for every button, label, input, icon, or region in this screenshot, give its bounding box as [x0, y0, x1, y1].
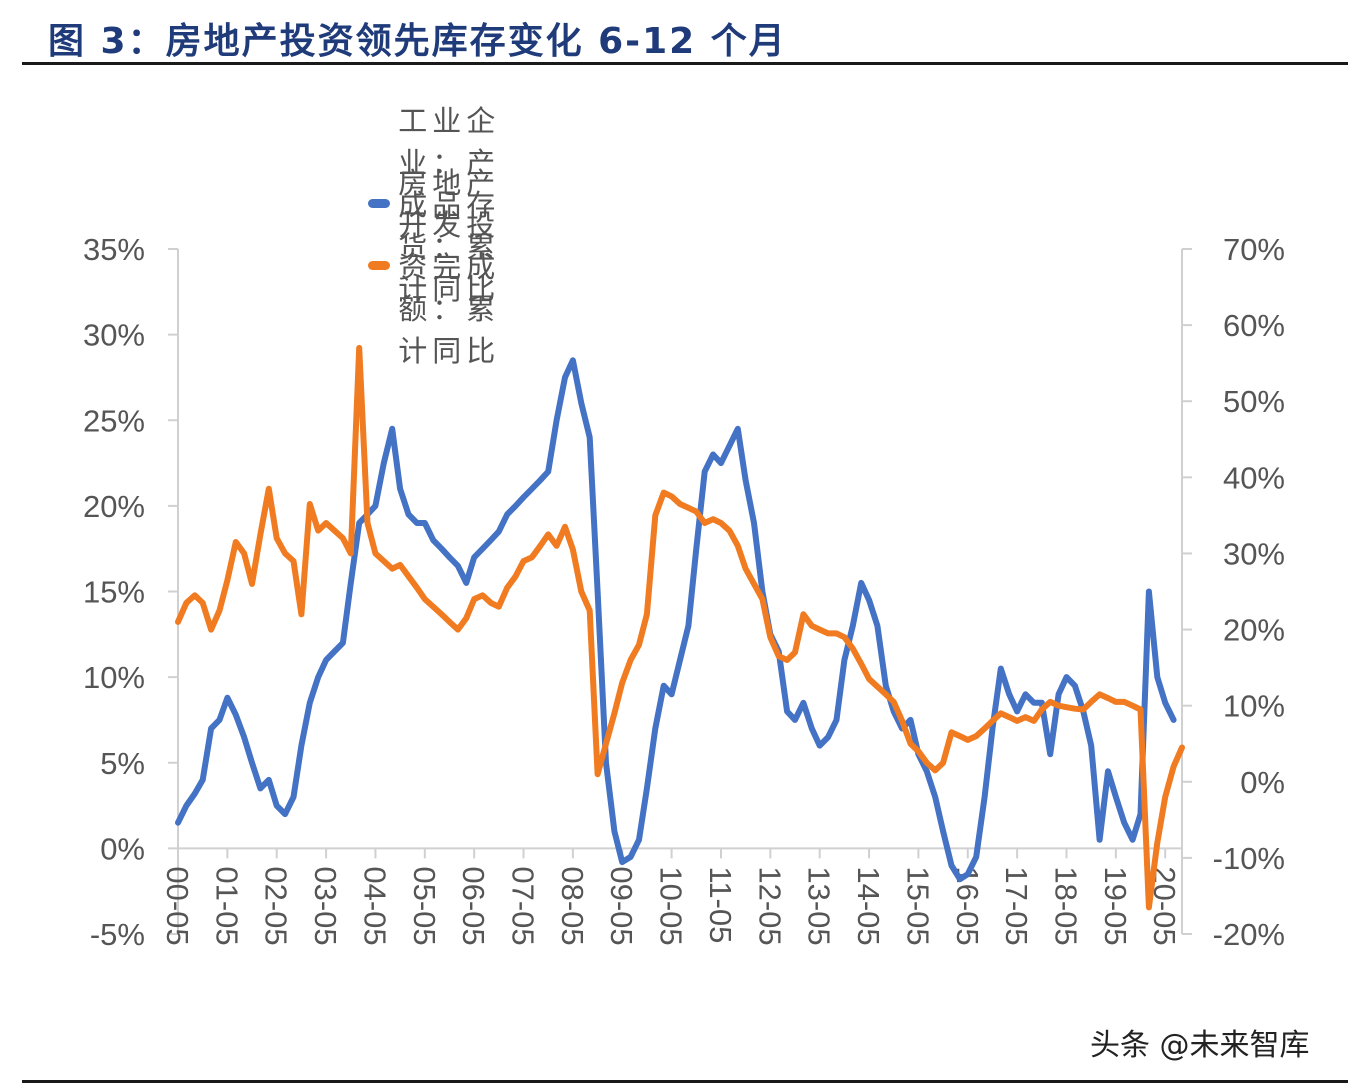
left-axis-tick-label: 10% [83, 660, 145, 695]
right-axis-tick-label: -10% [1213, 841, 1285, 876]
legend-label-inventory: 工业企业：产成品存货：累计同比 [398, 104, 501, 306]
x-axis-tick-label: 01-05 [209, 866, 244, 945]
x-axis-tick-label: 10-05 [654, 866, 689, 945]
x-axis-tick-label: 03-05 [308, 866, 343, 945]
x-axis-tick-label: 19-05 [1098, 866, 1133, 945]
right-axis-tick-label: 0% [1240, 765, 1285, 800]
left-axis-tick-label: 20% [83, 489, 145, 524]
series-line-inventory [175, 357, 1177, 883]
right-axis-tick-label: 30% [1223, 536, 1285, 571]
x-axis-tick-label: 12-05 [752, 866, 787, 945]
x-axis-tick-label: 04-05 [357, 866, 392, 945]
left-axis-tick-label: -5% [90, 917, 145, 952]
watermark: 头条 @未来智库 [1090, 1028, 1310, 1063]
right-axis-tick-label: 40% [1223, 460, 1285, 495]
top-rule [22, 62, 1348, 65]
right-axis-tick-label: 10% [1223, 689, 1285, 724]
bottom-rule [22, 1080, 1348, 1083]
left-axis-tick-label: 35% [83, 232, 145, 267]
x-axis-tick-label: 07-05 [506, 866, 541, 945]
x-axis-tick-label: 14-05 [851, 866, 886, 945]
left-axis-tick-label: 5% [100, 746, 145, 781]
x-axis-tick-label: 05-05 [407, 866, 442, 945]
x-axis-tick-label: 02-05 [259, 866, 294, 945]
x-axis-tick-label: 17-05 [999, 866, 1034, 945]
right-axis-tick-label: 70% [1223, 232, 1285, 267]
left-axis-tick-label: 30% [83, 318, 145, 353]
legend-swatch-inventory [368, 198, 391, 208]
left-axis-tick-label: 15% [83, 575, 145, 610]
x-axis-tick-label: 08-05 [555, 866, 590, 945]
right-axis-tick-label: 50% [1223, 384, 1285, 419]
right-axis-tick-label: 20% [1223, 613, 1285, 648]
x-axis-tick-label: 06-05 [456, 866, 491, 945]
legend-swatch-investment [368, 260, 391, 270]
series-line-investment [175, 344, 1185, 911]
legend-item-investment: 房地产开发投资完成额：累计同比 [368, 160, 530, 370]
legend-item-inventory: 工业企业：产成品存货：累计同比 [368, 98, 530, 308]
legend-label-investment: 房地产开发投资完成额：累计同比 [398, 166, 501, 368]
x-axis-tick-label: 11-05 [703, 866, 738, 943]
x-axis-tick-label: 00-05 [160, 866, 195, 945]
left-axis-tick-label: 25% [83, 403, 145, 438]
x-axis-tick-label: 16-05 [950, 866, 985, 945]
x-axis-tick-label: 13-05 [802, 866, 837, 945]
figure-title: 图 3：房地产投资领先库存变化 6-12 个月 [48, 21, 787, 62]
x-axis-tick-label: 18-05 [1048, 866, 1083, 945]
x-axis-tick-label: 09-05 [604, 866, 639, 945]
right-axis-tick-label: -20% [1213, 917, 1285, 952]
left-axis-tick-label: 0% [100, 831, 145, 866]
right-axis-tick-label: 60% [1223, 308, 1285, 343]
x-axis-tick-label: 15-05 [900, 866, 935, 945]
